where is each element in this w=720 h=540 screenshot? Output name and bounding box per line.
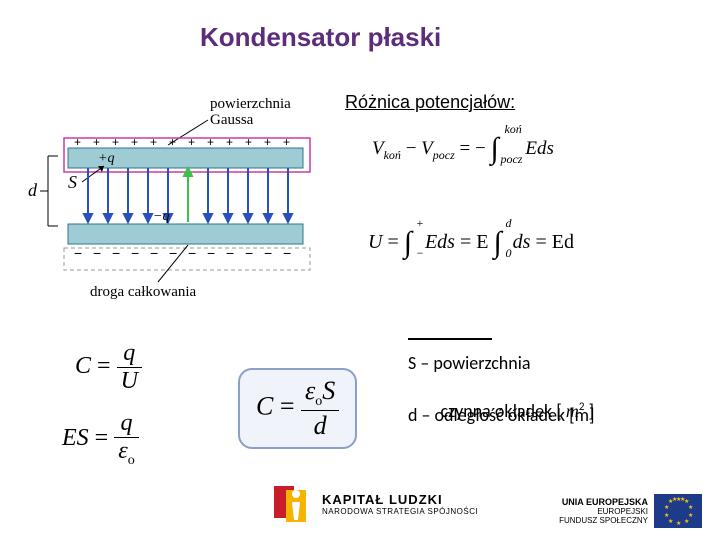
svg-text:+: + xyxy=(112,135,119,149)
gauss-label-line2: Gaussa xyxy=(210,112,254,128)
svg-text:★: ★ xyxy=(664,504,669,511)
svg-text:−: − xyxy=(131,245,139,261)
svg-text:★: ★ xyxy=(668,518,673,525)
integration-path xyxy=(184,168,192,222)
desc-S-line1: S – powierzchnia xyxy=(408,352,530,374)
svg-text:+: + xyxy=(245,135,252,149)
svg-text:−: − xyxy=(112,245,120,261)
eq-gauss: ES = q εo xyxy=(62,410,139,469)
desc-d: d – odległość okładek [m] xyxy=(408,404,595,426)
svg-text:+: + xyxy=(207,135,214,149)
svg-text:★: ★ xyxy=(680,496,685,503)
kapital-ludzki-logo: KAPITAŁ LUDZKI NARODOWA STRATEGIA SPÓJNO… xyxy=(268,480,478,528)
svg-text:−: − xyxy=(245,245,253,261)
svg-text:−: − xyxy=(264,245,272,261)
svg-text:−: − xyxy=(226,245,234,261)
svg-text:★: ★ xyxy=(664,512,669,519)
gauss-label-line1: powierzchnia xyxy=(210,96,291,112)
potential-diff-heading: Różnica potencjałów: xyxy=(345,92,515,113)
S-label: S xyxy=(68,172,77,192)
page-title: Kondensator płaski xyxy=(200,22,441,53)
svg-text:★: ★ xyxy=(684,518,689,525)
svg-text:★: ★ xyxy=(676,520,681,527)
svg-text:+: + xyxy=(264,135,271,149)
svg-text:+: + xyxy=(74,135,81,149)
minus-q-label: −q xyxy=(153,209,169,224)
d-label: d xyxy=(28,180,38,200)
svg-text:+: + xyxy=(169,135,176,149)
svg-text:+: + xyxy=(131,135,138,149)
eu-logo: UNIA EUROPEJSKA EUROPEJSKI FUNDUSZ SPOŁE… xyxy=(559,494,702,528)
plus-row: + + + + + + + + + + + + xyxy=(74,135,290,149)
svg-text:+: + xyxy=(226,135,233,149)
eq-capacitance-formula: C = εoS d xyxy=(238,368,357,449)
svg-text:★: ★ xyxy=(688,504,693,511)
svg-text:−: − xyxy=(74,245,82,261)
svg-text:★: ★ xyxy=(688,512,693,519)
svg-text:−: − xyxy=(283,245,291,261)
svg-text:−: − xyxy=(150,245,158,261)
svg-text:+: + xyxy=(93,135,100,149)
plus-q-label: +q xyxy=(98,151,114,166)
svg-text:−: − xyxy=(207,245,215,261)
eq-potential-diff: Vkoń − Vpocz = − ∫ koń pocz Eds xyxy=(372,128,554,163)
svg-text:★: ★ xyxy=(672,496,677,503)
capacitor-diagram: powierzchnia Gaussa d ++++ ++++ ++++ +q … xyxy=(28,90,338,300)
svg-text:+: + xyxy=(188,135,195,149)
desc-underline xyxy=(408,338,492,340)
eq-capacitance-def: C = qU xyxy=(75,340,142,395)
svg-text:−: − xyxy=(169,245,177,261)
svg-text:−: − xyxy=(93,245,101,261)
svg-text:+: + xyxy=(150,135,157,149)
path-label: droga całkowania xyxy=(90,284,197,300)
svg-text:+: + xyxy=(283,135,290,149)
minus-row: −−−− −−−− −−−− xyxy=(74,245,291,261)
bottom-plate xyxy=(68,224,303,244)
svg-text:−: − xyxy=(188,245,196,261)
eq-voltage: U = ∫ + − Eds = E ∫ d 0 ds = Ed xyxy=(368,222,574,256)
